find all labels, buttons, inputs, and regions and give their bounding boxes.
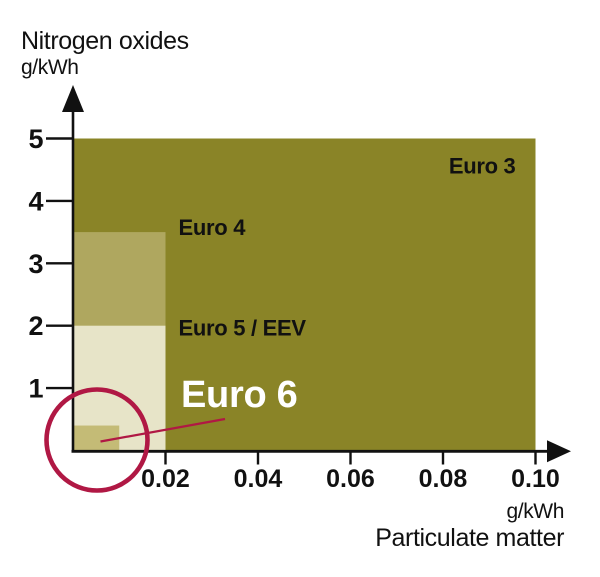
- series-label-euro-6: Euro 6: [181, 374, 297, 416]
- x-axis-title: Particulate matter: [375, 524, 564, 552]
- y-axis-arrow: [62, 85, 84, 112]
- x-axis-tick-label: 0.04: [234, 465, 283, 493]
- series-label-euro-3: Euro 3: [449, 154, 516, 179]
- y-axis-tick-label: 5: [28, 124, 43, 154]
- euro6-leader-line: [100, 417, 226, 443]
- y-axis-title-block: Nitrogen oxides g/kWh: [21, 27, 189, 80]
- x-axis-tick-label: 0.06: [326, 465, 375, 493]
- region-euro-6: [73, 425, 120, 451]
- series-label-euro-4: Euro 4: [179, 215, 247, 240]
- x-axis-unit: g/kWh: [506, 500, 564, 523]
- x-axis-tick-label: 0.02: [141, 465, 190, 493]
- euro6-highlight-circle: [44, 387, 150, 493]
- x-axis-tick-label: 0.08: [419, 465, 468, 493]
- x-axis-tick-label: 0.10: [511, 465, 560, 493]
- y-axis-title: Nitrogen oxides: [21, 27, 189, 55]
- x-axis-arrow: [547, 440, 571, 463]
- series-label-euro-5-eev: Euro 5 / EEV: [179, 316, 307, 341]
- y-axis-tick-label: 3: [28, 249, 43, 279]
- y-axis-tick-label: 4: [28, 186, 43, 216]
- x-axis-title-block: g/kWh Particulate matter: [375, 500, 564, 553]
- y-axis-tick-label: 2: [28, 311, 43, 341]
- y-axis-tick-label: 1: [28, 374, 43, 404]
- y-axis-unit: g/kWh: [21, 56, 79, 79]
